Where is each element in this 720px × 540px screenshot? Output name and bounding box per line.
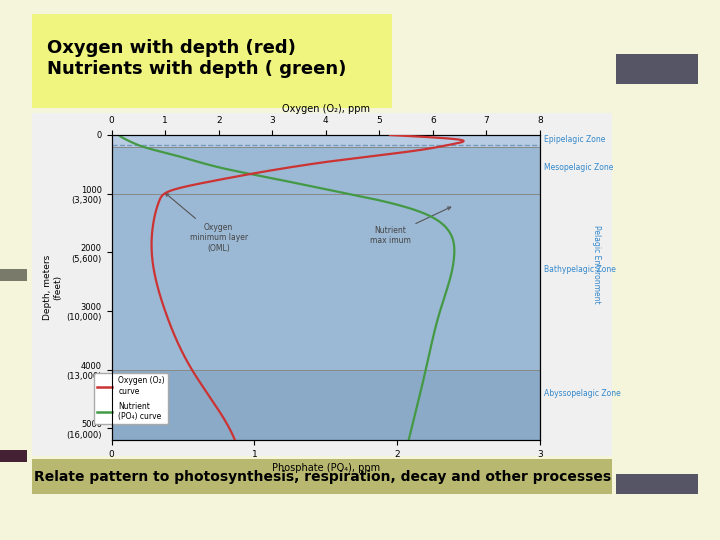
Bar <box>112 147 540 370</box>
Text: Oxygen with depth (red)
Nutrients with depth ( green): Oxygen with depth (red) Nutrients with d… <box>47 39 346 78</box>
Text: Pelagic Environment: Pelagic Environment <box>592 225 600 303</box>
Text: Nutrient
max imum: Nutrient max imum <box>369 207 451 245</box>
Y-axis label: Depth, meters
(feet): Depth, meters (feet) <box>42 255 62 320</box>
Text: Relate pattern to photosynthesis, respiration, decay and other processes: Relate pattern to photosynthesis, respir… <box>34 470 611 483</box>
Text: Bathypelagic Zone: Bathypelagic Zone <box>544 266 616 274</box>
Bar <box>112 370 540 440</box>
Text: Epipelagic Zone: Epipelagic Zone <box>544 135 606 144</box>
Text: Oxygen
minimum layer
(OML): Oxygen minimum layer (OML) <box>166 193 248 253</box>
Bar <box>112 135 540 147</box>
X-axis label: Phosphate (PO₄), ppm: Phosphate (PO₄), ppm <box>271 463 380 473</box>
Text: Mesopelagic Zone: Mesopelagic Zone <box>544 163 613 172</box>
Text: Abyssopelagic Zone: Abyssopelagic Zone <box>544 389 621 397</box>
Legend: Oxygen (O₂)
curve, Nutrient
(PO₄) curve: Oxygen (O₂) curve, Nutrient (PO₄) curve <box>94 373 168 424</box>
X-axis label: Oxygen (O₂), ppm: Oxygen (O₂), ppm <box>282 104 370 114</box>
